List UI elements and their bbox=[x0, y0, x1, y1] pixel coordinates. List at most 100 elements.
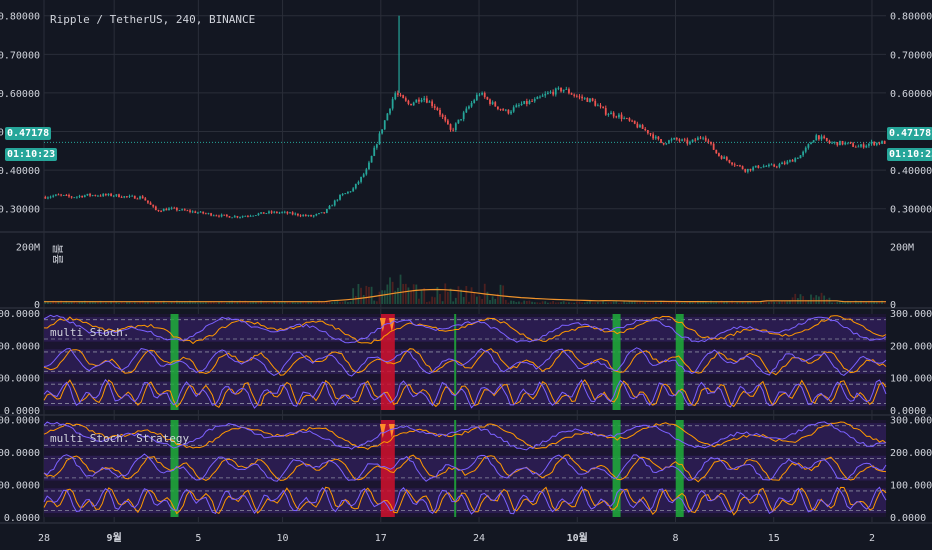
candle-body bbox=[533, 99, 536, 102]
volume-bar bbox=[73, 301, 76, 304]
volume-bar bbox=[704, 301, 707, 304]
volume-bar bbox=[499, 284, 502, 304]
volume-bar bbox=[365, 285, 368, 304]
volume-bar bbox=[310, 301, 312, 304]
candle-body bbox=[523, 101, 526, 104]
volume-bar bbox=[810, 294, 812, 304]
volume-bar bbox=[323, 302, 326, 304]
candle-body bbox=[415, 99, 418, 103]
volume-bar bbox=[468, 301, 470, 304]
candle-body bbox=[97, 195, 99, 197]
volume-bar bbox=[723, 301, 726, 304]
volume-bar bbox=[89, 301, 91, 304]
candle-body bbox=[878, 142, 881, 144]
candle-body bbox=[52, 195, 55, 197]
candle-body bbox=[233, 216, 236, 218]
price-tick-left: 0.60000 bbox=[0, 89, 40, 100]
volume-bar bbox=[620, 302, 623, 304]
candle-body bbox=[615, 116, 618, 118]
candle-body bbox=[625, 118, 628, 119]
candle-body bbox=[494, 102, 497, 107]
volume-bar bbox=[860, 300, 862, 304]
volume-bar bbox=[865, 301, 868, 304]
volume-bar bbox=[302, 301, 305, 304]
candle-body bbox=[265, 213, 268, 214]
candle-body bbox=[518, 105, 520, 106]
candle-body bbox=[544, 93, 547, 96]
volume-bar bbox=[354, 295, 357, 304]
candle-body bbox=[302, 215, 305, 217]
volume-bar bbox=[815, 295, 818, 304]
volume-bar bbox=[552, 300, 555, 304]
volume-bar bbox=[749, 300, 752, 304]
candle-body bbox=[762, 166, 765, 168]
stoch-2-tick-left: 0.0000 bbox=[4, 513, 40, 524]
candle-body bbox=[183, 209, 186, 211]
volume-bar bbox=[204, 302, 207, 304]
candle-body bbox=[141, 196, 144, 199]
candle-body bbox=[736, 165, 739, 167]
volume-bar bbox=[244, 300, 247, 304]
volume-bar bbox=[478, 296, 481, 304]
volume-bar bbox=[702, 301, 705, 304]
volume-bar bbox=[820, 292, 823, 304]
volume-bar bbox=[710, 300, 712, 304]
volume-bar bbox=[347, 301, 349, 304]
candle-body bbox=[352, 188, 355, 192]
candle-body bbox=[620, 114, 623, 119]
candle-body bbox=[275, 211, 278, 213]
volume-bar bbox=[52, 300, 55, 304]
candle-body bbox=[341, 194, 344, 196]
candle-body bbox=[373, 147, 376, 156]
candle-body bbox=[404, 98, 407, 101]
volume-bar bbox=[789, 300, 791, 304]
volume-bar bbox=[662, 300, 665, 304]
x-tick-label: 28 bbox=[38, 533, 50, 544]
x-tick-label: 15 bbox=[768, 533, 780, 544]
volume-bar bbox=[257, 301, 260, 304]
volume-bar bbox=[712, 302, 715, 304]
candle-body bbox=[102, 194, 105, 197]
candle-body bbox=[752, 167, 755, 171]
volume-bar bbox=[202, 302, 205, 304]
volume-bar bbox=[802, 296, 805, 304]
volume-bar bbox=[360, 287, 362, 304]
stoch-2-arrow bbox=[379, 424, 386, 438]
candle-body bbox=[399, 94, 402, 96]
candle-body bbox=[867, 143, 870, 146]
candle-body bbox=[833, 142, 836, 143]
volume-bar bbox=[165, 302, 168, 304]
price-tick-left: 0.70000 bbox=[0, 50, 40, 61]
volume-bar bbox=[173, 301, 176, 304]
stoch-2-tick-left: 100.0000 bbox=[0, 480, 40, 491]
volume-bar bbox=[504, 299, 507, 304]
volume-bar bbox=[407, 287, 410, 304]
candle-body bbox=[596, 105, 599, 107]
volume-bar bbox=[444, 283, 447, 304]
volume-bar bbox=[194, 301, 197, 304]
volume-bar bbox=[352, 288, 355, 304]
volume-bar bbox=[141, 300, 144, 304]
candle-body bbox=[549, 91, 552, 93]
volume-bar bbox=[549, 302, 552, 304]
volume-bar bbox=[154, 301, 157, 304]
volume-bar bbox=[646, 302, 649, 304]
volume-bar bbox=[589, 301, 591, 304]
candle-body bbox=[189, 210, 191, 212]
candle-body bbox=[62, 195, 65, 196]
volume-bar bbox=[618, 302, 620, 304]
candle-body bbox=[715, 149, 718, 154]
volume-bar bbox=[383, 290, 386, 304]
candle-body bbox=[178, 210, 181, 212]
volume-bar bbox=[678, 300, 681, 304]
candle-body bbox=[525, 101, 528, 104]
candle-body bbox=[849, 142, 852, 144]
candle-body bbox=[273, 211, 276, 213]
volume-bar bbox=[57, 301, 60, 304]
candle-body bbox=[862, 144, 865, 148]
stoch-2-tick-right: 300.0000 bbox=[890, 415, 932, 426]
candle-body bbox=[686, 139, 689, 144]
volume-bar bbox=[241, 300, 244, 304]
volume-bar bbox=[844, 302, 847, 304]
